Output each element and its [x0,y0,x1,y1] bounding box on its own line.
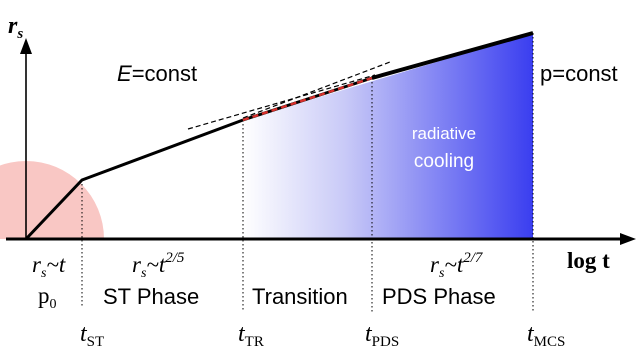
y-axis-label: rs [8,13,23,42]
p0-label: p0 [38,283,57,312]
free-expansion-scaling: rs~t [32,252,66,281]
radiative-cooling-line1: radiative [412,124,476,143]
st-scaling: rs~t2/5 [132,250,185,281]
energy-const-label: E=const [117,61,197,86]
st-tangent-dashed [187,74,376,130]
t-tr-label: tTR [238,321,264,350]
t-mcs-label: tMCS [527,321,565,350]
pressure-const-label: p=const [540,61,618,86]
x-axis-label: log t [567,248,610,273]
cooling-gradient-region [243,33,533,239]
transition-red-dashes [242,76,373,122]
evolution-curve-early [24,118,244,241]
t-pds-label: tPDS [365,321,399,350]
y-axis-arrowhead [20,38,32,54]
pds-tangent-dashed [242,61,391,119]
pds-scaling: rs~t2/7 [430,250,484,281]
transition-label: Transition [252,284,348,309]
x-axis-arrowhead [620,233,636,245]
pds-phase-label: PDS Phase [382,284,496,309]
radiative-cooling-line2: cooling [414,151,474,172]
evolution-curve-pds [371,31,534,80]
t-st-label: tST [80,321,104,350]
st-phase-label: ST Phase [103,284,199,309]
